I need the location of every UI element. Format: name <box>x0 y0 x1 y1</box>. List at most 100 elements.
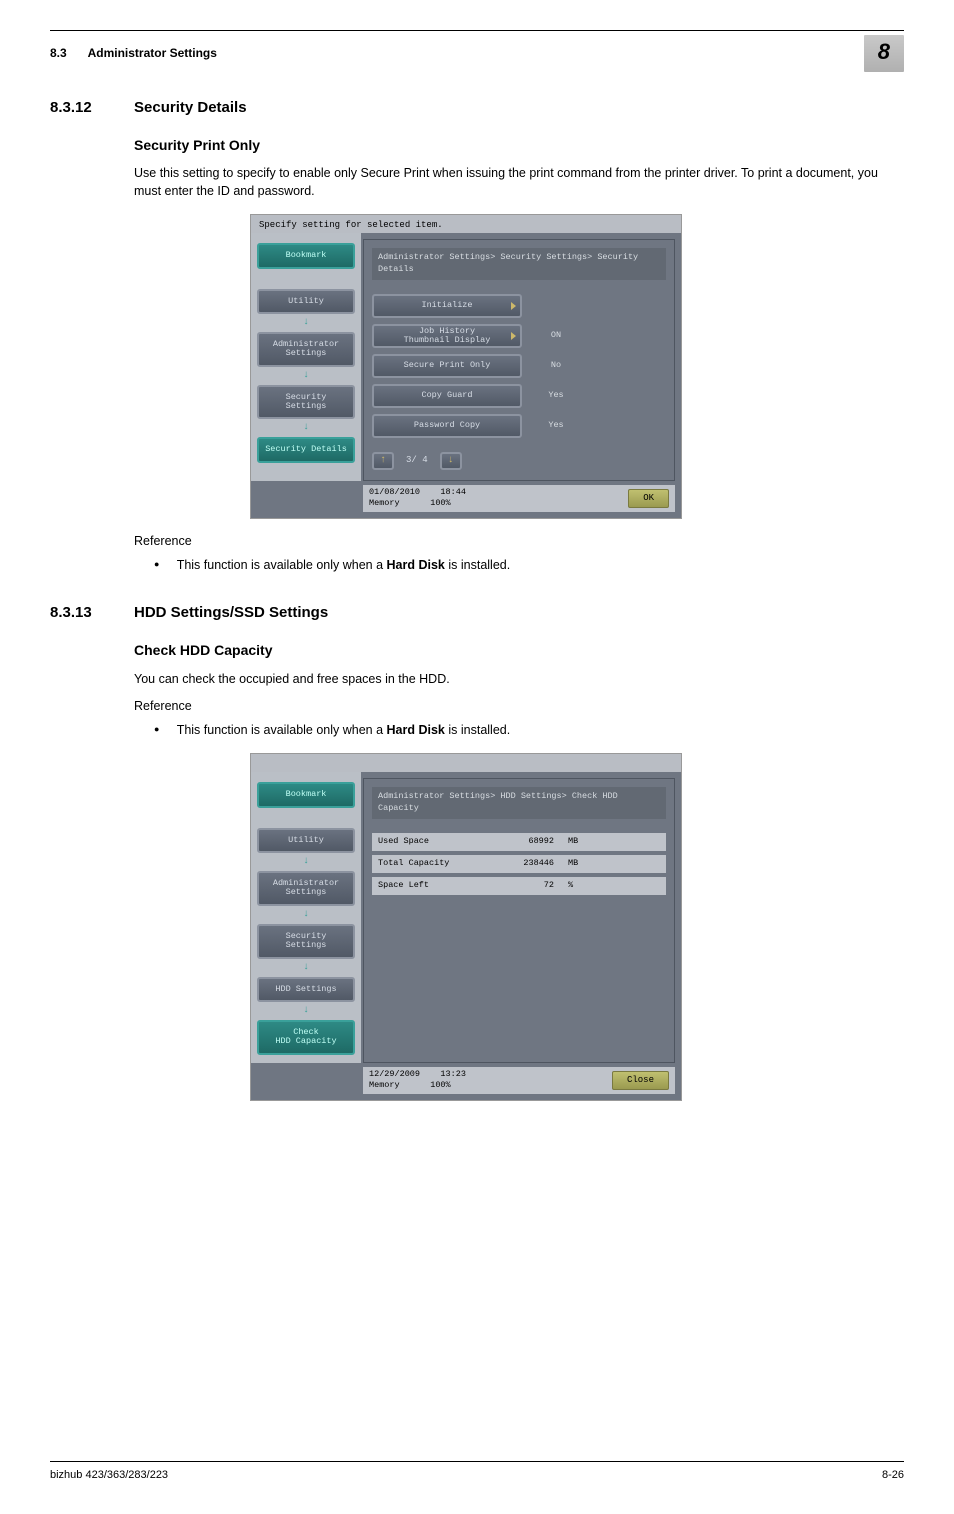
ok-button[interactable]: OK <box>628 489 669 508</box>
chevron-down-icon: ↓ <box>257 1004 355 1018</box>
sub-heading: Security Print Only <box>134 136 904 156</box>
chevron-down-icon: ↓ <box>257 855 355 869</box>
status-text: 12/29/2009 13:23 Memory 100% <box>369 1069 466 1093</box>
bullet-text-pre: This function is available only when a <box>177 558 387 572</box>
bullet-list: This function is available only when a H… <box>154 722 904 740</box>
status-bar: 01/08/2010 18:44 Memory 100% OK <box>363 485 675 513</box>
body-paragraph: Use this setting to specify to enable on… <box>134 165 904 200</box>
bullet-text-bold: Hard Disk <box>387 723 445 737</box>
header-left: 8.3 Administrator Settings <box>50 45 217 62</box>
section-title: Security Details <box>134 97 247 118</box>
nav-hdd-settings[interactable]: HDD Settings <box>257 977 355 1002</box>
capacity-unit: MB <box>568 836 588 848</box>
status-date: 01/08/2010 <box>369 487 420 497</box>
bullet-text-bold: Hard Disk <box>387 558 445 572</box>
status-mem-label: Memory <box>369 498 400 508</box>
setting-row: Initialize <box>372 294 666 318</box>
nav-admin-settings[interactable]: Administrator Settings <box>257 332 355 367</box>
screen-instruction: Specify setting for selected item. <box>251 215 681 233</box>
initialize-button[interactable]: Initialize <box>372 294 522 318</box>
chevron-down-icon: ↓ <box>257 369 355 383</box>
header-section-num: 8.3 <box>50 46 67 60</box>
header-section-title: Administrator Settings <box>88 46 217 60</box>
capacity-label: Total Capacity <box>378 858 498 870</box>
body-paragraph: You can check the occupied and free spac… <box>134 671 904 689</box>
capacity-unit: % <box>568 880 588 892</box>
setting-value: ON <box>536 330 576 342</box>
setting-value: Yes <box>536 390 576 402</box>
bullet-text-pre: This function is available only when a <box>177 723 387 737</box>
capacity-label: Space Left <box>378 880 498 892</box>
content-panel: Administrator Settings> HDD Settings> Ch… <box>363 778 675 1062</box>
nav-admin-settings[interactable]: Administrator Settings <box>257 871 355 906</box>
footer-left: bizhub 423/363/283/223 <box>50 1468 168 1483</box>
copy-guard-button[interactable]: Copy Guard <box>372 384 522 408</box>
pager: ↑ 3/ 4 ↓ <box>372 452 666 470</box>
status-bar: 12/29/2009 13:23 Memory 100% Close <box>363 1067 675 1095</box>
setting-row: Secure Print Only No <box>372 354 666 378</box>
screen-instruction <box>251 754 681 772</box>
chevron-down-icon: ↓ <box>257 316 355 330</box>
capacity-unit: MB <box>568 858 588 870</box>
setting-row: Copy Guard Yes <box>372 384 666 408</box>
nav-utility[interactable]: Utility <box>257 828 355 853</box>
reference-label: Reference <box>134 698 904 716</box>
breadcrumb: Administrator Settings> Security Setting… <box>372 248 666 280</box>
device-screenshot-security: Specify setting for selected item. Bookm… <box>250 214 682 519</box>
nav-utility[interactable]: Utility <box>257 289 355 314</box>
nav-security-settings[interactable]: Security Settings <box>257 385 355 420</box>
content-panel: Administrator Settings> Security Setting… <box>363 239 675 480</box>
page-footer: bizhub 423/363/283/223 8-26 <box>50 1461 904 1483</box>
capacity-value: 72 <box>498 880 554 892</box>
section-title: HDD Settings/SSD Settings <box>134 602 328 623</box>
section-number: 8.3.13 <box>50 602 134 623</box>
capacity-value: 238446 <box>498 858 554 870</box>
nav-panel: Bookmark Utility ↓ Administrator Setting… <box>251 772 361 1062</box>
reference-label: Reference <box>134 533 904 551</box>
close-button[interactable]: Close <box>612 1071 669 1090</box>
nav-security-details[interactable]: Security Details <box>257 437 355 462</box>
capacity-row: Used Space 68992 MB <box>372 833 666 851</box>
status-mem-value: 100% <box>430 498 450 508</box>
status-date: 12/29/2009 <box>369 1069 420 1079</box>
job-history-button[interactable]: Job History Thumbnail Display <box>372 324 522 348</box>
chevron-down-icon: ↓ <box>257 421 355 435</box>
capacity-row: Space Left 72 % <box>372 877 666 895</box>
bookmark-button[interactable]: Bookmark <box>257 243 355 268</box>
nav-panel: Bookmark Utility ↓ Administrator Setting… <box>251 233 361 480</box>
bookmark-button[interactable]: Bookmark <box>257 782 355 807</box>
capacity-label: Used Space <box>378 836 498 848</box>
page-indicator: 3/ 4 <box>398 454 436 467</box>
setting-row: Job History Thumbnail Display ON <box>372 324 666 348</box>
secure-print-only-button[interactable]: Secure Print Only <box>372 354 522 378</box>
device-screenshot-hdd: Bookmark Utility ↓ Administrator Setting… <box>250 753 682 1101</box>
footer-right: 8-26 <box>882 1468 904 1483</box>
bullet-text-post: is installed. <box>445 723 510 737</box>
capacity-value: 68992 <box>498 836 554 848</box>
chapter-badge: 8 <box>864 35 904 72</box>
bullet-list: This function is available only when a H… <box>154 557 904 575</box>
status-time: 18:44 <box>440 487 466 497</box>
status-mem-label: Memory <box>369 1080 400 1090</box>
setting-value: No <box>536 360 576 372</box>
password-copy-button[interactable]: Password Copy <box>372 414 522 438</box>
status-time: 13:23 <box>440 1069 466 1079</box>
list-item: This function is available only when a H… <box>154 722 904 740</box>
status-text: 01/08/2010 18:44 Memory 100% <box>369 487 466 511</box>
sub-heading: Check HDD Capacity <box>134 641 904 661</box>
nav-security-settings[interactable]: Security Settings <box>257 924 355 959</box>
section-number: 8.3.12 <box>50 97 134 118</box>
page-up-button[interactable]: ↑ <box>372 452 394 470</box>
setting-value: Yes <box>536 420 576 432</box>
section-heading-1: 8.3.12 Security Details <box>50 97 904 118</box>
list-item: This function is available only when a H… <box>154 557 904 575</box>
page-down-button[interactable]: ↓ <box>440 452 462 470</box>
running-header: 8.3 Administrator Settings 8 <box>50 30 904 72</box>
capacity-row: Total Capacity 238446 MB <box>372 855 666 873</box>
chevron-down-icon: ↓ <box>257 908 355 922</box>
setting-row: Password Copy Yes <box>372 414 666 438</box>
section-heading-2: 8.3.13 HDD Settings/SSD Settings <box>50 602 904 623</box>
nav-check-hdd[interactable]: Check HDD Capacity <box>257 1020 355 1055</box>
status-mem-value: 100% <box>430 1080 450 1090</box>
breadcrumb: Administrator Settings> HDD Settings> Ch… <box>372 787 666 819</box>
